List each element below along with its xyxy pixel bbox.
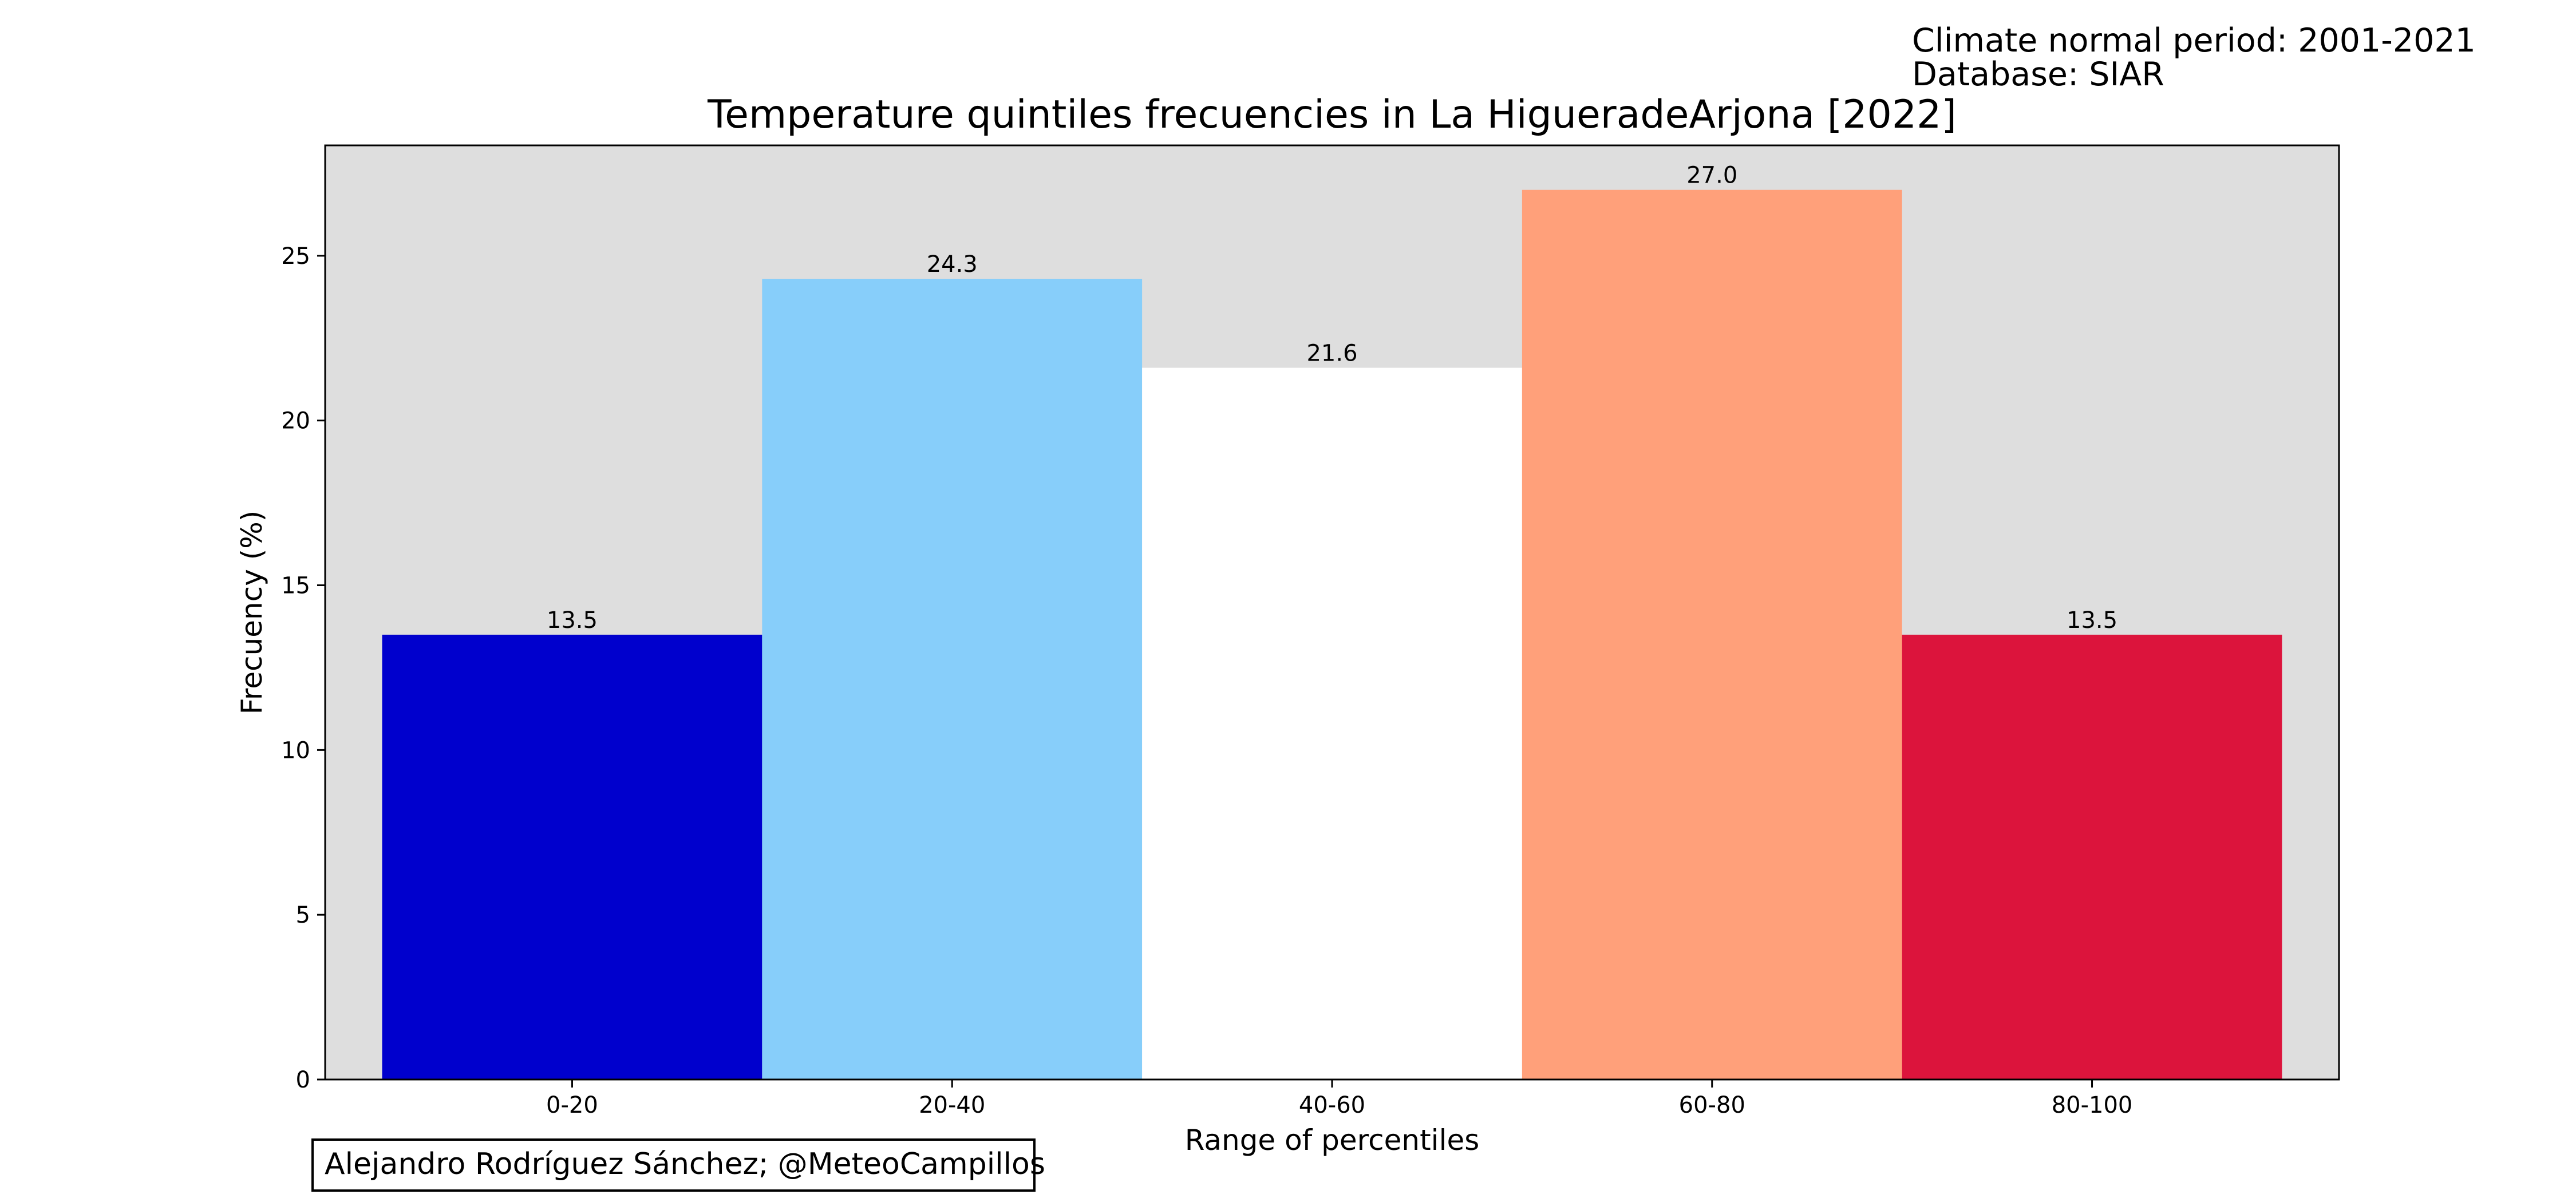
x-axis: 0-20 20-40 40-60 60-80 80-100: [546, 1080, 2132, 1118]
x-tick-label-20-40: 20-40: [919, 1092, 985, 1118]
y-tick-label-15: 15: [281, 573, 310, 599]
chart-title: Temperature quintiles frecuencies in La …: [707, 92, 1957, 137]
bar-20-40: [762, 279, 1143, 1080]
data-labels-layer: 13.5 24.3 21.6 27.0 13.5: [547, 163, 2117, 634]
bar-60-80: [1522, 189, 1902, 1080]
data-label-80-100: 13.5: [2067, 607, 2117, 634]
climate-normal-note: Climate normal period: 2001-2021: [1912, 22, 2476, 60]
bar-40-60: [1142, 367, 1522, 1080]
x-tick-label-0-20: 0-20: [546, 1092, 598, 1118]
data-label-60-80: 27.0: [1686, 163, 1737, 189]
bar-0-20: [382, 634, 762, 1080]
data-label-20-40: 24.3: [927, 251, 978, 278]
x-tick-label-60-80: 60-80: [1679, 1092, 1745, 1118]
x-tick-label-40-60: 40-60: [1299, 1092, 1365, 1118]
x-tick-label-80-100: 80-100: [2052, 1092, 2133, 1118]
y-tick-label-20: 20: [281, 408, 310, 434]
data-label-40-60: 21.6: [1306, 341, 1357, 367]
y-tick-label-25: 25: [281, 243, 310, 270]
database-note: Database: SIAR: [1912, 56, 2164, 93]
bars-layer: [382, 189, 2282, 1080]
credit-box: [311, 1138, 1036, 1192]
y-tick-label-5: 5: [296, 902, 310, 928]
y-tick-label-0: 0: [296, 1067, 310, 1093]
y-axis: 0 5 10 15 20 25: [281, 243, 325, 1093]
x-axis-label: Range of percentiles: [1185, 1124, 1480, 1157]
y-tick-label-10: 10: [281, 737, 310, 764]
bar-80-100: [1902, 634, 2282, 1080]
credit-text: Alejandro Rodríguez Sánchez; @MeteoCampi…: [325, 1147, 1045, 1181]
data-label-0-20: 13.5: [547, 607, 598, 634]
y-axis-label: Frecuency (%): [235, 511, 268, 714]
plot-frame: [324, 144, 2340, 1081]
